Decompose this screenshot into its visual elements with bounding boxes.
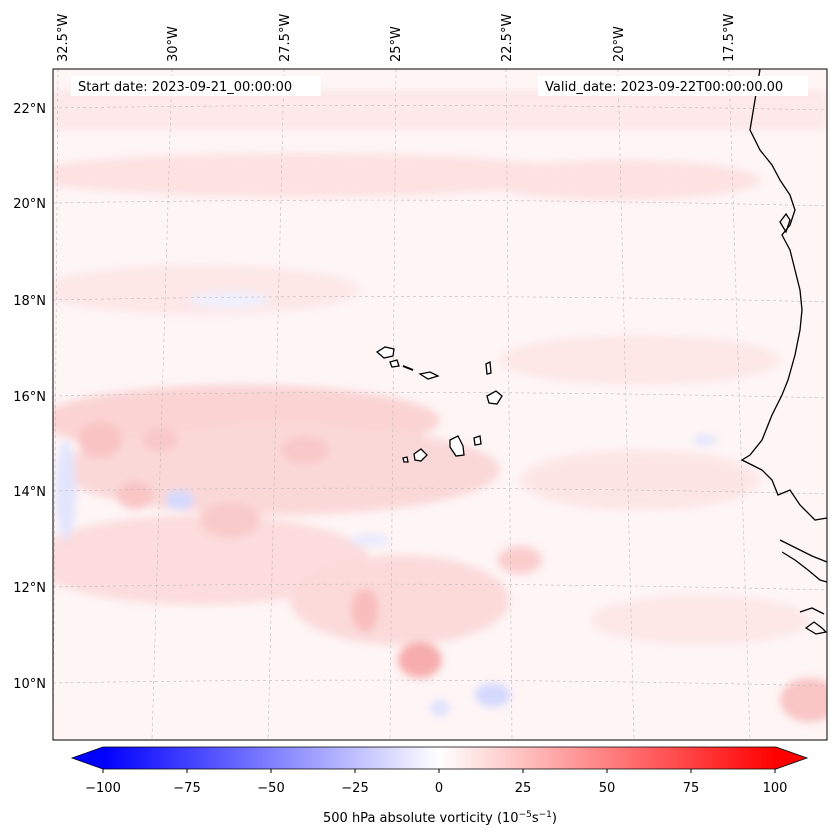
longitude-labels: 32.5°W 30°W 27.5°W 25°W 22.5°W 20°W 17.5… <box>56 14 737 62</box>
lat-label: 22°N <box>13 102 46 117</box>
lat-label: 14°N <box>13 485 46 500</box>
lon-label: 20°W <box>612 26 627 62</box>
colorbar-min-extend <box>72 747 103 769</box>
map-frame <box>52 68 828 741</box>
colorbar-ticks <box>102 769 776 773</box>
colorbar-max-extend <box>776 747 807 769</box>
colorbar-tick-label: −25 <box>341 781 368 796</box>
lon-label: 32.5°W <box>56 14 71 62</box>
colorbar-tick-label: 25 <box>515 781 532 796</box>
colorbar-tick-label: −75 <box>173 781 200 796</box>
colorbar: −100 −75 −50 −25 0 25 50 75 100 500 hPa … <box>70 746 809 826</box>
lon-label: 27.5°W <box>278 14 293 62</box>
latitude-labels: 22°N 20°N 18°N 16°N 14°N 12°N 10°N <box>13 102 46 692</box>
valid-date-box <box>538 76 808 96</box>
colorbar-tick-label: 50 <box>599 781 616 796</box>
start-date-label: Start date: 2023-09-21_00:00:00 <box>78 80 292 95</box>
lat-label: 16°N <box>13 390 46 405</box>
graticule <box>53 69 827 740</box>
colorbar-tick-label: 75 <box>683 781 700 796</box>
lat-label: 18°N <box>13 294 46 309</box>
lat-label: 10°N <box>13 677 46 692</box>
colorbar-label: 500 hPa absolute vorticity (10−5s−1) <box>323 810 557 826</box>
colorbar-tick-label: −100 <box>85 781 121 796</box>
small-islet <box>402 365 414 371</box>
vorticity-field <box>53 69 827 740</box>
colorbar-tick-label: 100 <box>763 781 788 796</box>
colorbar-gradient <box>103 747 776 769</box>
colorbar-tick-label: 0 <box>435 781 443 796</box>
lat-label: 20°N <box>13 197 46 212</box>
cape-verde-islands <box>375 346 503 463</box>
lon-label: 17.5°W <box>722 14 737 62</box>
lon-label: 30°W <box>166 26 181 62</box>
lon-label: 22.5°W <box>500 14 515 62</box>
colorbar-tick-label: −50 <box>257 781 284 796</box>
lon-label: 25°W <box>389 26 404 62</box>
coastline <box>740 69 827 635</box>
valid-date-label: Valid_date: 2023-09-22T00:00:00.00 <box>545 80 783 95</box>
start-date-box <box>71 76 321 96</box>
lat-label: 12°N <box>13 581 46 596</box>
